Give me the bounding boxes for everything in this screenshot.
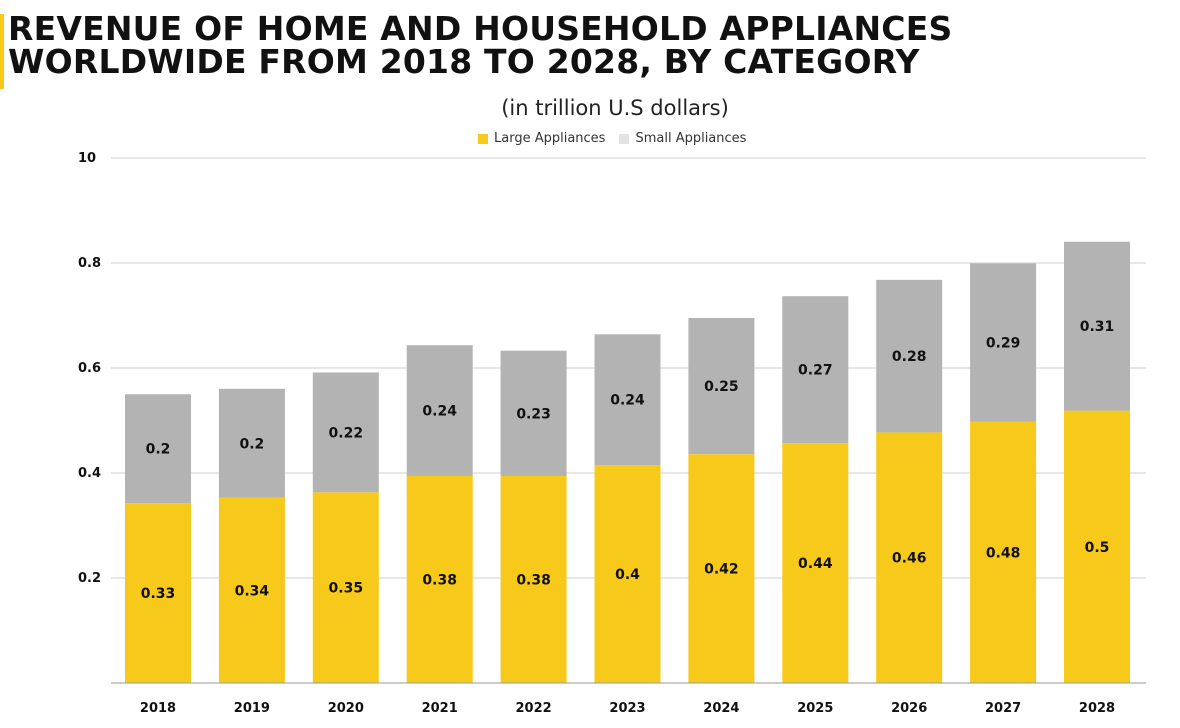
bar-small-appliances: [782, 296, 849, 444]
data-label-small: 0.29: [986, 336, 1021, 352]
data-label-small: 0.24: [422, 404, 457, 420]
data-label-large: 0.5: [1085, 540, 1110, 556]
data-label-large: 0.34: [235, 583, 270, 599]
legend-swatch-small: [619, 133, 630, 144]
y-tick-label: 10: [78, 151, 96, 166]
x-tick-label: 2026: [891, 701, 927, 716]
bar-large-appliances: [594, 465, 661, 683]
x-tick-label: 2024: [703, 701, 739, 716]
y-tick-label: 0.2: [78, 571, 101, 586]
x-tick-label: 2022: [516, 701, 552, 716]
x-tick-label: 2027: [985, 701, 1021, 716]
y-tick-label: 0.6: [78, 361, 101, 376]
x-tick-label: 2019: [234, 701, 270, 716]
bar-large-appliances: [1064, 410, 1130, 683]
data-label-large: 0.33: [141, 586, 176, 602]
data-label-large: 0.35: [329, 581, 364, 597]
bar-small-appliances: [970, 263, 1037, 422]
title-accent-bar: [0, 14, 4, 89]
bar-large-appliances: [500, 475, 567, 683]
data-label-small: 0.31: [1080, 319, 1115, 335]
data-label-small: 0.24: [610, 393, 645, 409]
data-label-large: 0.38: [516, 572, 551, 588]
x-tick-label: 2020: [328, 701, 364, 716]
y-tick-label: 0.4: [78, 466, 101, 481]
bar-large-appliances: [782, 443, 849, 683]
data-label-small: 0.2: [146, 442, 171, 458]
data-label-small: 0.22: [329, 425, 364, 441]
data-label-large: 0.38: [422, 572, 457, 588]
data-label-small: 0.27: [798, 363, 833, 379]
bar-large-appliances: [688, 454, 755, 683]
legend-item-large: Large Appliances: [478, 131, 605, 146]
data-label-large: 0.44: [798, 556, 833, 572]
bar-large-appliances: [970, 421, 1037, 683]
chart-title: REVENUE OF HOME AND HOUSEHOLD APPLIANCES…: [8, 12, 952, 78]
legend-item-small: Small Appliances: [619, 131, 746, 146]
x-tick-label: 2021: [422, 701, 458, 716]
bar-small-appliances: [500, 350, 567, 476]
bar-small-appliances: [312, 372, 379, 493]
bar-small-appliances: [688, 317, 755, 455]
bar-large-appliances: [406, 475, 473, 683]
data-label-large: 0.4: [615, 567, 640, 583]
bar-small-appliances: [218, 388, 285, 498]
y-tick-label: 0.8: [78, 256, 101, 271]
data-label-small: 0.25: [704, 379, 739, 395]
chart-subtitle: (in trillion U.S dollars): [501, 96, 729, 120]
bar-small-appliances: [1064, 241, 1130, 411]
legend-label-large: Large Appliances: [494, 131, 606, 146]
bar-small-appliances: [594, 334, 661, 466]
legend-swatch-large: [478, 133, 488, 144]
bar-large-appliances: [312, 492, 379, 683]
x-tick-label: 2025: [797, 701, 833, 716]
x-tick-label: 2023: [609, 701, 645, 716]
x-tick-label: 2018: [140, 701, 176, 716]
bar-small-appliances: [876, 279, 943, 433]
bar-large-appliances: [218, 497, 285, 683]
data-label-small: 0.2: [239, 436, 264, 452]
chart-title-line-2: WORLDWIDE FROM 2018 TO 2028, BY CATEGORY: [8, 42, 920, 81]
bar-large-appliances: [876, 432, 943, 683]
bar-small-appliances: [125, 394, 191, 504]
data-label-large: 0.48: [986, 545, 1021, 561]
data-label-small: 0.23: [516, 406, 551, 422]
legend-label-small: Small Appliances: [635, 131, 747, 146]
x-tick-label: 2028: [1079, 701, 1115, 716]
data-label-large: 0.42: [704, 562, 739, 578]
bar-large-appliances: [125, 503, 191, 683]
chart-title-line-1: REVENUE OF HOME AND HOUSEHOLD APPLIANCES: [8, 9, 953, 48]
data-label-small: 0.28: [892, 349, 927, 365]
chart-legend: Large Appliances Small Appliances: [478, 131, 746, 146]
bar-small-appliances: [406, 345, 473, 476]
data-label-large: 0.46: [892, 551, 927, 567]
